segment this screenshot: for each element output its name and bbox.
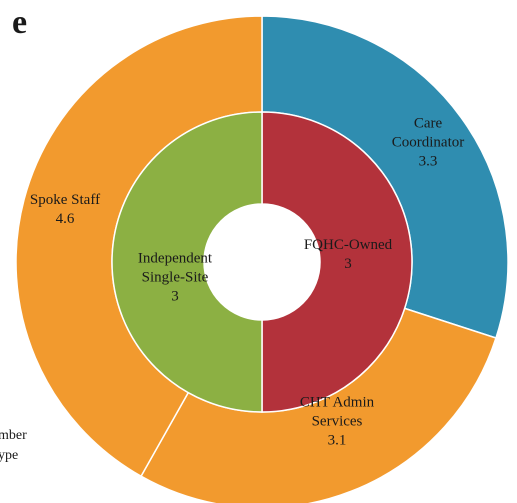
slice-name: Care Coordinator — [391, 115, 465, 151]
slice-label: FQHC-Owned 3 — [293, 236, 403, 274]
slice-name: CHT Admin Services — [299, 394, 375, 430]
slice-value: 4.6 — [55, 211, 75, 227]
slice-value: 3.3 — [418, 153, 438, 170]
slice-name: FQHC-Owned — [303, 237, 393, 253]
slice-label: CHT Admin Services 3.1 — [282, 394, 392, 451]
donut-slice — [261, 111, 413, 413]
chart-title: e — [12, 4, 28, 41]
annotation: ype — [0, 448, 19, 463]
slice-label: Independent Single-Site 3 — [125, 250, 225, 307]
slice-name: Spoke Staff — [29, 192, 101, 208]
annotation: mber — [0, 428, 27, 443]
donut-slice — [111, 111, 263, 413]
slice-label: Spoke Staff 4.6 — [10, 191, 120, 229]
slice-name: Independent Single-Site — [137, 250, 213, 286]
slice-value: 3.1 — [327, 432, 347, 449]
slice-value: 3 — [171, 288, 179, 305]
slice-label: Care Coordinator 3.3 — [378, 115, 478, 172]
slice-value: 3 — [344, 256, 352, 272]
